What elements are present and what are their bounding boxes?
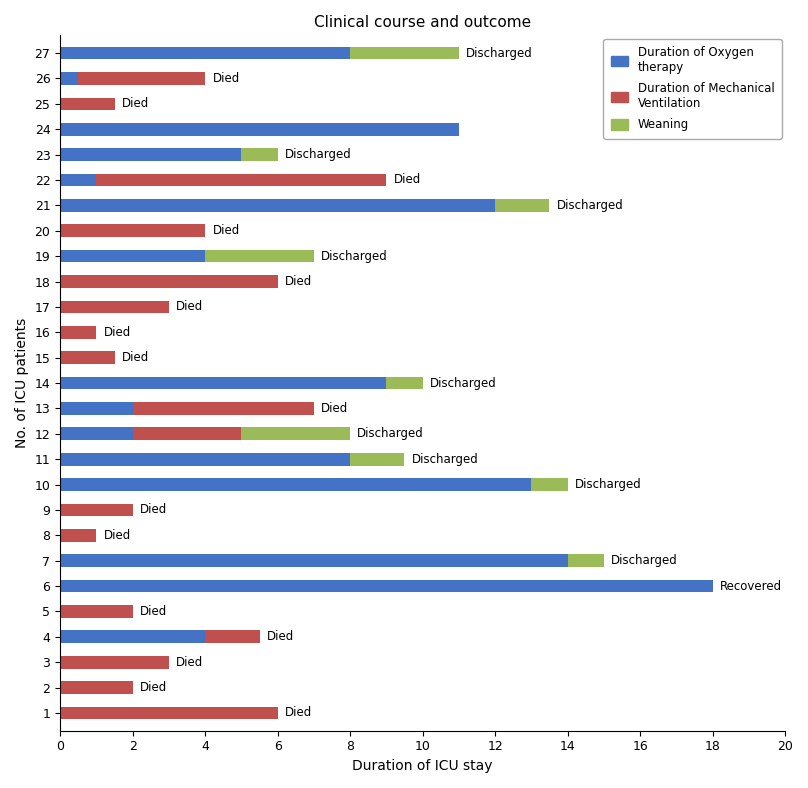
Bar — [205, 250, 314, 262]
Bar — [60, 72, 78, 85]
Bar — [60, 300, 169, 314]
Text: Died: Died — [393, 173, 421, 187]
Text: Died: Died — [267, 630, 294, 643]
Text: Died: Died — [140, 504, 167, 516]
Text: Recovered: Recovered — [720, 579, 782, 593]
Text: Died: Died — [176, 300, 204, 314]
Bar — [60, 225, 205, 237]
Bar — [60, 504, 133, 516]
Bar — [242, 427, 350, 440]
Text: Died: Died — [122, 98, 149, 110]
Text: Died: Died — [321, 402, 348, 415]
Legend: Duration of Oxygen
therapy, Duration of Mechanical
Ventilation, Weaning: Duration of Oxygen therapy, Duration of … — [604, 39, 781, 139]
Bar — [60, 656, 169, 668]
Text: Died: Died — [285, 275, 312, 288]
Bar — [60, 326, 96, 339]
Text: Died: Died — [103, 529, 131, 542]
Text: Discharged: Discharged — [321, 250, 388, 262]
Bar — [60, 478, 532, 491]
Bar — [60, 605, 133, 618]
Bar — [60, 529, 96, 541]
Bar — [567, 554, 604, 567]
Text: Died: Died — [285, 707, 312, 719]
Bar — [133, 427, 242, 440]
Y-axis label: No. of ICU patients: No. of ICU patients — [15, 318, 29, 448]
Bar — [78, 72, 205, 85]
Text: Discharged: Discharged — [574, 478, 642, 491]
Text: Discharged: Discharged — [557, 199, 624, 212]
Bar — [60, 98, 115, 110]
Text: Discharged: Discharged — [466, 46, 532, 60]
Bar — [205, 630, 259, 643]
Text: Died: Died — [176, 656, 204, 669]
Bar — [60, 351, 115, 364]
Bar — [350, 453, 405, 466]
Bar — [60, 250, 205, 262]
Text: Died: Died — [103, 325, 131, 339]
Text: Discharged: Discharged — [357, 427, 424, 440]
Text: Died: Died — [213, 225, 240, 237]
Bar — [386, 377, 423, 389]
Bar — [60, 377, 386, 389]
Bar — [60, 123, 459, 136]
Text: Died: Died — [140, 681, 167, 694]
Bar — [60, 148, 242, 161]
X-axis label: Duration of ICU stay: Duration of ICU stay — [352, 759, 493, 773]
Bar — [60, 580, 713, 593]
Text: Died: Died — [213, 72, 240, 85]
Bar — [60, 275, 278, 288]
Text: Discharged: Discharged — [611, 554, 678, 567]
Bar — [60, 46, 350, 59]
Bar — [60, 453, 350, 466]
Bar — [60, 630, 205, 643]
Text: Died: Died — [140, 605, 167, 618]
Bar — [96, 173, 386, 186]
Bar — [133, 402, 314, 414]
Text: Discharged: Discharged — [412, 452, 478, 466]
Bar — [60, 682, 133, 694]
Text: Discharged: Discharged — [285, 148, 351, 161]
Bar — [532, 478, 567, 491]
Title: Clinical course and outcome: Clinical course and outcome — [314, 15, 531, 30]
Bar — [60, 707, 278, 719]
Bar — [60, 402, 133, 414]
Bar — [495, 199, 549, 212]
Text: Discharged: Discharged — [430, 377, 497, 389]
Text: Died: Died — [122, 351, 149, 364]
Bar — [60, 173, 96, 186]
Bar — [242, 148, 278, 161]
Bar — [350, 46, 459, 59]
Bar — [60, 199, 495, 212]
Bar — [60, 554, 567, 567]
Bar — [60, 427, 133, 440]
